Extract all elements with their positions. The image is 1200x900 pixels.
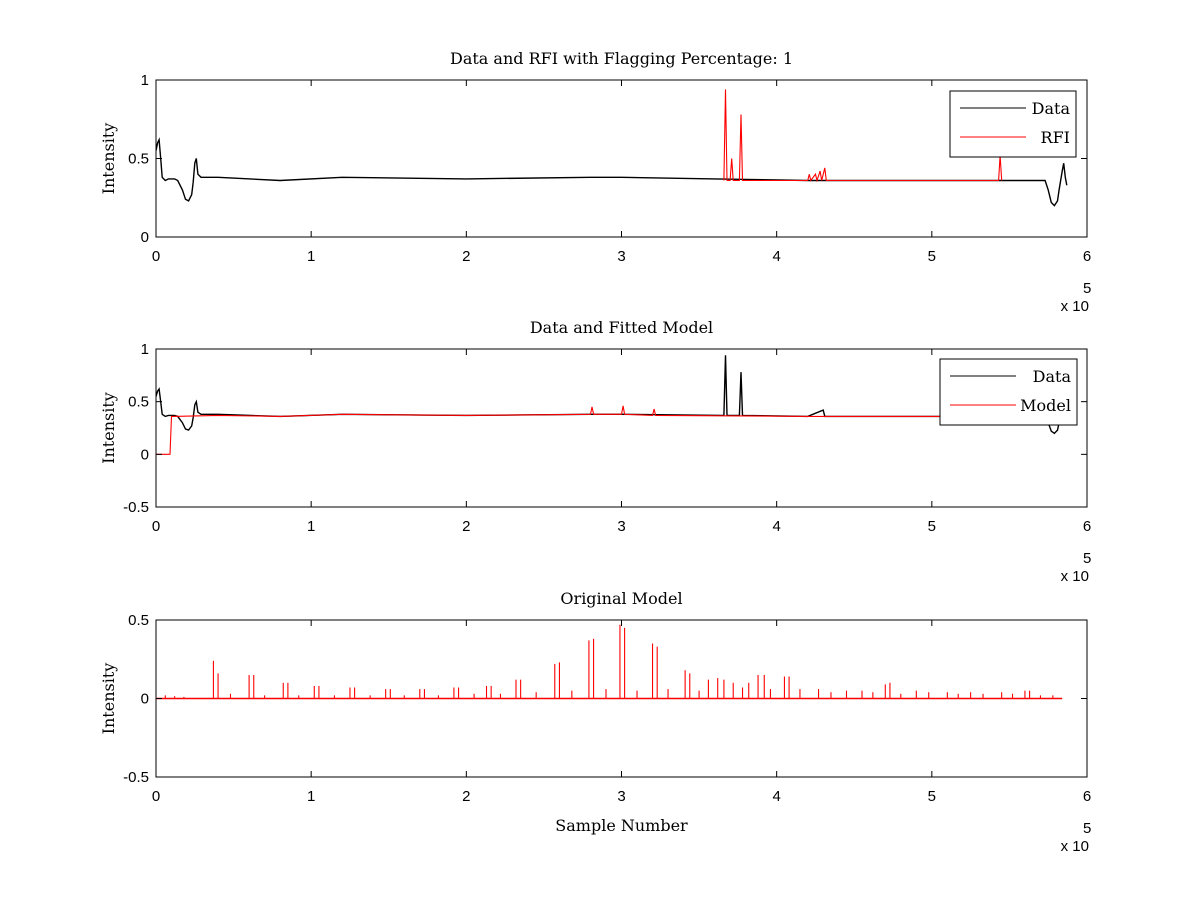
chart-title: Original Model xyxy=(560,589,682,608)
y-tick-label: 0 xyxy=(141,446,149,463)
x-tick-label: 0 xyxy=(152,788,160,805)
chart-panel-2: Data and Fitted Model Intensity 0 1 2 3 4 5 6 -0.… xyxy=(99,318,1091,585)
y-axis-label: Intensity xyxy=(99,663,118,735)
plot-series-group xyxy=(156,89,1068,207)
x-multiplier-exponent: 5 xyxy=(1083,820,1091,837)
y-tick-label: 0 xyxy=(141,691,149,708)
y-tick-label: 1 xyxy=(141,341,149,358)
y-tick-label: 1 xyxy=(141,72,149,89)
chart-title: Data and RFI with Flagging Percentage: 1 xyxy=(450,49,793,68)
x-tick-label: 6 xyxy=(1083,248,1091,265)
y-tick-label: 0.5 xyxy=(128,394,149,411)
plot-series-group xyxy=(156,624,1063,700)
legend: Data Model xyxy=(939,358,1078,426)
y-tick-label: -0.5 xyxy=(123,769,149,786)
plot-area xyxy=(155,348,1088,508)
y-tick-label: -0.5 xyxy=(123,499,149,516)
x-tick-label: 6 xyxy=(1083,788,1091,805)
x-tick-label: 5 xyxy=(928,248,936,265)
legend: Data RFI xyxy=(949,90,1077,158)
x-tick-label: 6 xyxy=(1083,518,1091,535)
legend-label-model: Model xyxy=(1020,396,1071,415)
x-tick-label: 5 xyxy=(928,788,936,805)
series-line-data xyxy=(156,137,1068,207)
plot-series-group xyxy=(156,355,1068,455)
x-tick-label: 0 xyxy=(152,248,160,265)
chart-panel-3: Original Model Intensity Sample Number 0 1 2 3… xyxy=(99,589,1091,855)
y-axis-label: Intensity xyxy=(99,392,118,464)
legend-box xyxy=(949,90,1077,158)
x-multiplier-base: x 10 xyxy=(1061,838,1089,855)
x-multiplier-exponent: 5 xyxy=(1083,550,1091,567)
x-tick-label: 5 xyxy=(928,518,936,535)
y-tick-label: 0 xyxy=(141,229,149,246)
x-axis-label: Sample Number xyxy=(555,816,688,835)
x-tick-label: 4 xyxy=(772,248,780,265)
x-tick-label: 2 xyxy=(462,788,470,805)
x-tick-label: 2 xyxy=(462,518,470,535)
x-tick-label: 3 xyxy=(617,788,625,805)
chart-panel-1: Data and RFI with Flagging Percentage: 1… xyxy=(99,49,1091,315)
x-tick-label: 0 xyxy=(152,518,160,535)
x-tick-label: 3 xyxy=(617,518,625,535)
x-tick-label: 2 xyxy=(462,248,470,265)
x-tick-label: 1 xyxy=(307,518,315,535)
x-tick-label: 1 xyxy=(307,788,315,805)
x-multiplier-base: x 10 xyxy=(1061,298,1089,315)
y-axis-label: Intensity xyxy=(99,123,118,195)
x-tick-label: 4 xyxy=(772,788,780,805)
y-tick-label: 0.5 xyxy=(128,612,149,629)
x-tick-label: 1 xyxy=(307,248,315,265)
legend-label-rfi: RFI xyxy=(1041,128,1070,147)
series-line-rfi xyxy=(723,89,1003,183)
series-line-model xyxy=(156,405,1025,455)
chart-title: Data and Fitted Model xyxy=(530,318,713,337)
legend-box xyxy=(939,358,1078,426)
legend-label-data: Data xyxy=(1032,99,1071,118)
plot-area xyxy=(155,79,1088,238)
x-multiplier-base: x 10 xyxy=(1061,568,1089,585)
x-tick-label: 3 xyxy=(617,248,625,265)
x-tick-label: 4 xyxy=(772,518,780,535)
legend-label-data: Data xyxy=(1033,367,1072,386)
y-tick-label: 0.5 xyxy=(128,151,149,168)
x-multiplier-exponent: 5 xyxy=(1083,280,1091,297)
